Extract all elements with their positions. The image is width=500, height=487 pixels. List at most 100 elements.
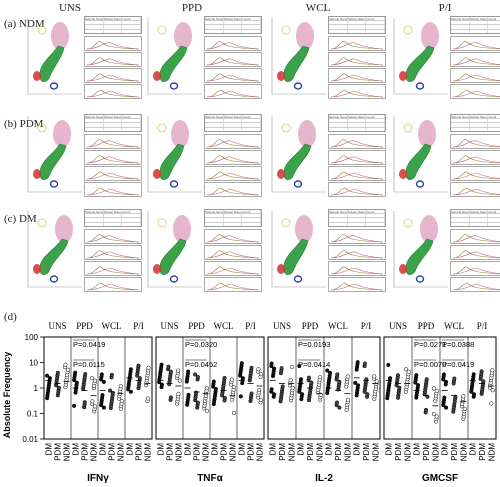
pink-population: [418, 120, 436, 148]
histogram: [204, 52, 262, 67]
data-point: [166, 364, 171, 369]
histogram-curve: [452, 155, 500, 164]
category-label: NDM: [315, 443, 324, 462]
histogram-curve: [86, 283, 140, 291]
contour-plot: [27, 116, 82, 193]
flow-panel: Sample Name Subset Name Count: [386, 112, 500, 212]
histogram-curve: [86, 172, 140, 180]
data-point: [434, 414, 439, 419]
data-point: [146, 365, 151, 370]
red-population: [153, 264, 161, 274]
group-header: UNS: [48, 321, 66, 331]
histogram-curve: [86, 155, 140, 164]
category-label: NDM: [63, 443, 72, 462]
category-label: PDM: [362, 443, 371, 461]
plot-axes: [271, 18, 326, 95]
histogram-curve: [86, 250, 140, 259]
plot-axes: [27, 18, 82, 95]
data-point: [365, 392, 370, 397]
p-value: P=0.0452: [185, 360, 217, 369]
flow-panel: Sample Name Subset Name Count: [386, 14, 500, 114]
p-value: P=0.0320: [185, 340, 217, 349]
category-label: DM: [45, 443, 54, 456]
contour-plot: [27, 211, 82, 288]
pink-population: [173, 215, 191, 243]
data-point: [434, 388, 439, 393]
category-label: NDM: [287, 443, 296, 462]
histogram: [84, 166, 142, 181]
data-point: [345, 397, 351, 402]
legend-table: Sample Name Subset Name Count: [450, 209, 500, 227]
histogram: [204, 68, 262, 83]
histogram-curve: [330, 155, 384, 164]
yellow-population: [157, 123, 167, 133]
green-population: [283, 45, 310, 82]
histogram-curve: [206, 188, 260, 196]
data-point: [489, 401, 494, 406]
data-point: [472, 392, 477, 397]
histogram-curve: [86, 140, 140, 148]
data-point: [238, 394, 243, 399]
data-point: [211, 379, 216, 384]
data-point: [258, 372, 263, 377]
category-label: DM: [157, 443, 166, 456]
histogram-curve: [330, 234, 384, 243]
category-label: PDM: [220, 443, 229, 461]
category-label: NDM: [202, 443, 211, 462]
contour-plot: [271, 116, 326, 193]
y-tick-label: 0.01: [22, 435, 38, 444]
p-value: P=0.0388: [442, 340, 474, 349]
legend-table: Sample Name Subset Name Count: [204, 209, 262, 227]
group-header: P/I: [133, 321, 144, 331]
category-label: NDM: [371, 443, 380, 462]
histogram-curve: [452, 74, 500, 82]
histogram-curve: [86, 267, 140, 275]
data-point: [272, 366, 277, 371]
yellow-population: [281, 218, 291, 228]
contour-plot: [27, 18, 82, 95]
histogram-curve: [330, 58, 384, 66]
data-point: [128, 367, 133, 372]
data-point: [395, 373, 401, 378]
histogram-curve: [330, 57, 384, 66]
histogram: [204, 277, 262, 292]
histogram-curve: [206, 251, 260, 259]
histogram: [204, 84, 262, 99]
histogram-curve: [330, 73, 384, 82]
histogram: [328, 84, 386, 99]
p-value: P=0.0193: [298, 340, 330, 349]
histogram-curve: [86, 188, 140, 196]
histogram: [450, 134, 500, 149]
data-point: [403, 367, 408, 372]
histogram-curve: [330, 251, 384, 259]
y-tick-label: 0.1: [27, 410, 39, 419]
histogram-curve: [86, 139, 140, 148]
contour-plot: [271, 211, 326, 288]
histogram-curve: [452, 267, 500, 275]
data-point: [414, 373, 419, 378]
flow-panel: Sample Name Subset Name Count: [264, 207, 386, 307]
histogram-curve: [86, 235, 140, 243]
pink-population: [53, 120, 71, 148]
data-point: [328, 370, 333, 376]
blue-population: [415, 275, 425, 283]
group-header: WCL: [214, 321, 234, 331]
histogram-curve: [86, 41, 140, 50]
data-point: [355, 360, 360, 365]
category-label: PDM: [394, 443, 403, 461]
data-point: [101, 405, 106, 410]
red-population: [399, 169, 407, 179]
legend-table: Sample Name Subset Name Count: [84, 114, 142, 132]
histogram-curve: [452, 187, 500, 196]
group-header: UNS: [273, 321, 291, 331]
data-point: [309, 380, 314, 385]
histogram: [84, 277, 142, 292]
group-header: P/I: [477, 321, 488, 331]
data-point: [386, 362, 391, 368]
group-header: PPD: [418, 321, 435, 331]
flow-panel: Sample Name Subset Name Count: [140, 14, 262, 114]
data-point: [119, 399, 124, 404]
category-label: NDM: [343, 443, 352, 462]
green-population: [405, 45, 435, 82]
p-value: P=0.0419: [73, 340, 105, 349]
